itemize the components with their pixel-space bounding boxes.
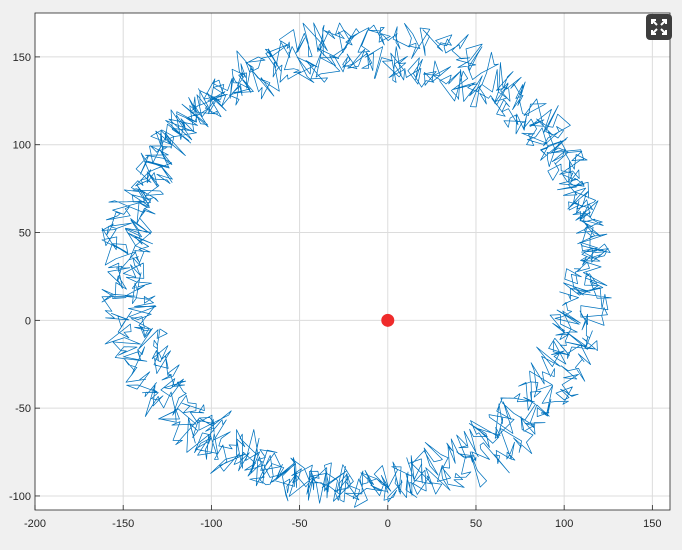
y-tick-label: 0 (25, 315, 31, 327)
y-tick-label: -50 (15, 403, 31, 415)
x-tick-label: -200 (24, 518, 46, 530)
x-tick-label: -100 (200, 518, 222, 530)
y-axis: -100 -50 0 50 100 150 (9, 52, 40, 503)
expand-button[interactable] (646, 14, 672, 40)
x-axis: -200 -150 -100 -50 0 50 100 150 (24, 505, 662, 530)
x-tick-label: 0 (385, 518, 391, 530)
y-tick-label: -100 (9, 491, 31, 503)
x-tick-label: 100 (555, 518, 573, 530)
series-group (101, 22, 612, 508)
grid (34, 13, 670, 510)
plot-area (35, 13, 670, 510)
y-tick-label: 50 (19, 228, 31, 240)
y-tick-label: 150 (13, 52, 31, 64)
expand-icon (651, 19, 667, 35)
trajectory-line (101, 22, 612, 508)
y-tick-label: 100 (13, 140, 31, 152)
axes-box (34, 12, 671, 511)
origin-marker (381, 313, 395, 327)
x-tick-label: 50 (470, 518, 482, 530)
x-tick-label: 150 (643, 518, 661, 530)
x-tick-label: -150 (112, 518, 134, 530)
x-tick-label: -50 (292, 518, 308, 530)
